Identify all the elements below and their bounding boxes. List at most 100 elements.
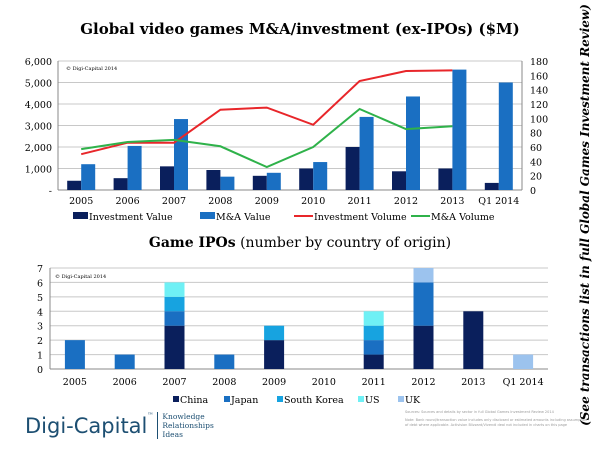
x-tick-label: 2009 [255,196,279,207]
bar-south-korea [164,296,185,312]
x-tick-label: 2013 [440,196,464,207]
line-investment-volume [80,69,453,156]
legend-swatch [200,212,215,219]
tagline-3: Ideas [162,430,183,439]
bar-m-a-value [452,69,467,190]
footnote: Sources: Sources and details by sector i… [405,410,590,428]
bar-japan [214,354,235,369]
legend-swatch [358,396,364,402]
bar-m-a-value [81,164,96,190]
x-tick-label: 2007 [162,377,186,388]
y-tick-label: 6 [37,278,43,289]
y-tick-label: 0 [37,365,43,376]
bar-investment-value [252,175,267,190]
bar-china [264,340,285,369]
bar-investment-value [484,182,499,190]
bar-investment-value [392,171,406,190]
y-tick-label: 4 [37,307,43,318]
bar-m-a-value [359,116,374,190]
legend-swatch [398,396,404,402]
bar-investment-value [113,178,128,190]
y-tick-label: 1,000 [25,165,52,176]
bar-m-a-value [406,96,420,190]
bar-investment-value [345,147,360,190]
legend-label: China [180,395,209,406]
y-tick-label: 7 [37,264,43,275]
x-tick-label: 2005 [69,196,93,207]
title-suffix: (number by country of origin) [240,235,452,251]
legend-label: South Korea [284,395,344,406]
bar-investment-value [206,170,221,190]
bar-m-a-value [266,172,281,190]
logo-name: Digi-Capital [25,413,148,438]
bar-us [363,311,384,326]
y-tick-label: - [49,186,52,197]
line-m-a-volume [81,107,453,169]
x-tick-label: Q1 2014 [478,196,519,207]
y2-tick-label: 100 [530,114,548,125]
bar-uk [413,268,434,283]
bar-uk [513,354,534,369]
legend-swatch [73,212,88,219]
x-tick-label: 2010 [301,196,325,207]
bar-m-a-value [220,176,235,190]
footnote-note: Note: Bank round/transaction value inclu… [405,418,588,427]
y-tick-label: 2,000 [25,143,52,154]
y2-tick-label: 120 [530,100,548,111]
bar-japan [164,311,185,326]
legend-label: US [365,395,380,406]
side-note: (See transactions list in full Global Ga… [578,4,592,426]
bar-japan [64,340,85,369]
x-tick-label: 2011 [362,377,386,388]
x-tick-label: 2006 [116,196,140,207]
x-tick-label: 2009 [262,377,286,388]
x-tick-label: 2008 [212,377,236,388]
footnote-sources: Sources: Sources and details by sector i… [405,410,554,414]
y-tick-label: 4,000 [25,100,52,111]
y-tick-label: 3,000 [25,122,52,133]
y2-tick-label: 80 [530,129,542,140]
y-tick-label: 5 [37,293,43,304]
bar-south-korea [264,325,285,341]
y2-tick-label: 60 [530,143,542,154]
bar-investment-value [67,180,82,190]
legend-swatch [277,396,283,402]
watermark: © Digi-Capital 2014 [55,273,106,280]
bar-investment-value [160,166,174,190]
y-tick-label: 6,000 [25,57,52,68]
bar-china [164,325,185,369]
bar-m-a-value [127,145,142,190]
bar-japan [363,340,384,355]
logo-tm: ™ [147,412,154,419]
legend-label: Japan [230,395,258,406]
tagline-2: Relationships [162,421,214,430]
x-tick-label: 2005 [63,377,87,388]
x-tick-label: 2013 [461,377,485,388]
bar-china [363,354,384,369]
watermark: © Digi-Capital 2014 [66,65,117,72]
x-tick-label: 2006 [113,377,137,388]
bar-investment-value [299,168,314,190]
y2-tick-label: 180 [530,57,548,68]
bar-japan [413,282,434,326]
legend-swatch [173,396,179,402]
y2-tick-label: 20 [530,172,542,183]
x-tick-label: 2007 [162,196,186,207]
bottom-chart: 0 1 2 3 4 5 6 7 © Digi-Capital 2014 2005 2006 2007 2… [37,264,548,406]
x-tick-label: 2008 [208,196,232,207]
x-tick-label: 2010 [312,377,336,388]
chart-title-bottom: Game IPOs (number by country of origin) [0,235,600,251]
bar-china [463,311,484,369]
chart-title-top: Global video games M&A/investment (ex-IP… [80,20,520,38]
x-tick-label: 2011 [348,196,372,207]
tagline-1: Knowledge [162,412,205,421]
y-tick-label: 3 [37,322,43,333]
legend-swatch [224,396,230,402]
y2-tick-label: 40 [530,157,542,168]
title-main: Game IPOs [148,235,236,251]
bar-japan [114,354,135,369]
top-chart: - 1,000 2,000 3,000 4,000 5,000 6,000 0 20 40 60 80… [25,57,548,223]
bar-m-a-value [313,162,328,190]
bar-us [164,282,185,297]
